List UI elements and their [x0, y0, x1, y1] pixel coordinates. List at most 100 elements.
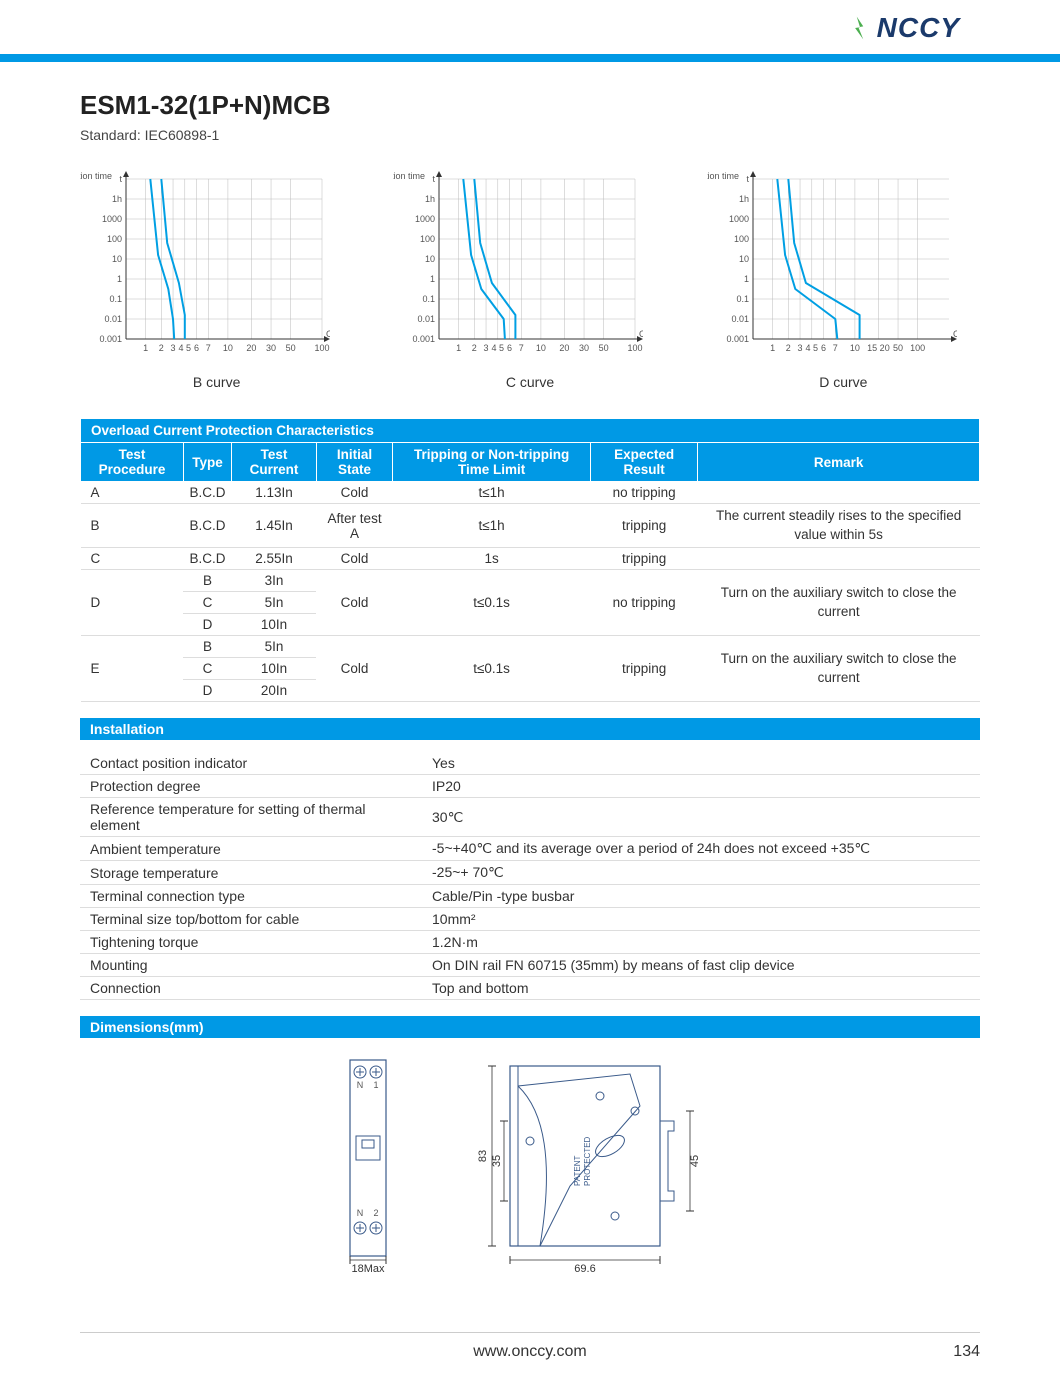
svg-text:10: 10 — [739, 254, 749, 264]
svg-text:100: 100 — [910, 343, 925, 353]
svg-text:2: 2 — [159, 343, 164, 353]
svg-text:10: 10 — [536, 343, 546, 353]
dimensions-head: Dimensions(mm) — [80, 1016, 980, 1038]
svg-text:6: 6 — [507, 343, 512, 353]
install-key: Contact position indicator — [80, 752, 422, 775]
footer-url: www.onccy.com — [473, 1343, 587, 1360]
svg-text:Action time: Action time — [393, 171, 425, 181]
page-title: ESM1-32(1P+N)MCB — [80, 90, 980, 121]
front-view: N1N218Max — [340, 1058, 400, 1278]
svg-text:3: 3 — [797, 343, 802, 353]
svg-text:100: 100 — [107, 234, 122, 244]
svg-text:50: 50 — [893, 343, 903, 353]
svg-text:30: 30 — [579, 343, 589, 353]
svg-text:2: 2 — [373, 1208, 378, 1218]
svg-text:PROTECTED: PROTECTED — [583, 1136, 592, 1186]
install-key: Terminal connection type — [80, 885, 422, 908]
install-key: Tightening torque — [80, 931, 422, 954]
svg-text:100: 100 — [314, 343, 329, 353]
svg-text:0.01: 0.01 — [104, 314, 122, 324]
install-value: 10mm² — [422, 908, 980, 931]
svg-text:1h: 1h — [112, 194, 122, 204]
svg-text:Current: Current — [326, 329, 330, 339]
install-value: 1.2N·m — [422, 931, 980, 954]
svg-text:35: 35 — [491, 1155, 503, 1167]
chart-label: D curve — [707, 374, 980, 390]
svg-text:1: 1 — [117, 274, 122, 284]
svg-text:Action time: Action time — [80, 171, 112, 181]
side-view: PATENTPROTECTED83354569.6 — [460, 1058, 720, 1278]
install-key: Storage temperature — [80, 861, 422, 885]
charts-row: t1h10001001010.10.010.0011234 5671020305… — [80, 171, 980, 390]
svg-text:18Max: 18Max — [351, 1263, 385, 1275]
svg-text:100: 100 — [734, 234, 749, 244]
svg-text:83: 83 — [477, 1150, 489, 1162]
chart-box: t1h10001001010.10.010.0011234 5671015 20… — [707, 171, 980, 390]
svg-text:0.01: 0.01 — [731, 314, 749, 324]
svg-text:t: t — [746, 174, 749, 184]
svg-text:7: 7 — [206, 343, 211, 353]
install-value: On DIN rail FN 60715 (35mm) by means of … — [422, 954, 980, 977]
chart-label: C curve — [393, 374, 666, 390]
svg-text:1h: 1h — [425, 194, 435, 204]
svg-text:20: 20 — [560, 343, 570, 353]
svg-text:1: 1 — [373, 1080, 378, 1090]
svg-text:0.1: 0.1 — [109, 294, 122, 304]
install-key: Connection — [80, 977, 422, 1000]
characteristics-table-wrap: Overload Current Protection Characterist… — [80, 418, 980, 702]
svg-text:1: 1 — [143, 343, 148, 353]
svg-text:45: 45 — [689, 1155, 701, 1167]
svg-text:2: 2 — [785, 343, 790, 353]
svg-text:1: 1 — [744, 274, 749, 284]
page-footer: www.onccy.com 134 — [0, 1332, 1060, 1361]
installation-table: Contact position indicatorYesProtection … — [80, 752, 980, 1000]
svg-text:100: 100 — [420, 234, 435, 244]
install-value: 30℃ — [422, 798, 980, 837]
install-value: Top and bottom — [422, 977, 980, 1000]
svg-text:4 5: 4 5 — [179, 343, 192, 353]
svg-text:1h: 1h — [739, 194, 749, 204]
svg-text:PATENT: PATENT — [573, 1156, 582, 1186]
logo-text: NCCY — [877, 12, 960, 44]
svg-text:30: 30 — [266, 343, 276, 353]
svg-text:0.001: 0.001 — [99, 334, 122, 344]
installation-head: Installation — [80, 718, 980, 740]
svg-text:Action time: Action time — [707, 171, 739, 181]
svg-text:1: 1 — [770, 343, 775, 353]
svg-text:50: 50 — [599, 343, 609, 353]
svg-text:2: 2 — [472, 343, 477, 353]
svg-text:N: N — [357, 1208, 364, 1218]
chart-svg: t1h10001001010.10.010.0011234 5671020305… — [80, 171, 330, 361]
svg-text:4 5: 4 5 — [492, 343, 505, 353]
svg-text:50: 50 — [286, 343, 296, 353]
svg-text:10: 10 — [425, 254, 435, 264]
svg-text:Current: Current — [639, 329, 643, 339]
svg-text:0.1: 0.1 — [736, 294, 749, 304]
install-key: Mounting — [80, 954, 422, 977]
svg-text:100: 100 — [628, 343, 643, 353]
svg-text:4 5: 4 5 — [805, 343, 818, 353]
svg-text:1000: 1000 — [102, 214, 122, 224]
svg-text:Current: Current — [953, 329, 957, 339]
svg-text:10: 10 — [223, 343, 233, 353]
chart-label: B curve — [80, 374, 353, 390]
svg-text:15 20: 15 20 — [867, 343, 890, 353]
install-value: Yes — [422, 752, 980, 775]
svg-text:1000: 1000 — [415, 214, 435, 224]
chart-svg: t1h10001001010.10.010.0011234 5671020305… — [393, 171, 643, 361]
svg-text:1: 1 — [456, 343, 461, 353]
svg-text:20: 20 — [246, 343, 256, 353]
install-key: Ambient temperature — [80, 837, 422, 861]
svg-text:7: 7 — [519, 343, 524, 353]
top-accent-band — [0, 54, 1060, 62]
svg-text:t: t — [433, 174, 436, 184]
svg-text:3: 3 — [484, 343, 489, 353]
chart-box: t1h10001001010.10.010.0011234 5671020305… — [393, 171, 666, 390]
svg-text:t: t — [119, 174, 122, 184]
svg-text:1000: 1000 — [729, 214, 749, 224]
install-key: Reference temperature for setting of the… — [80, 798, 422, 837]
install-key: Terminal size top/bottom for cable — [80, 908, 422, 931]
svg-text:7: 7 — [832, 343, 837, 353]
standard-text: Standard: IEC60898-1 — [80, 127, 980, 143]
svg-text:0.001: 0.001 — [726, 334, 749, 344]
